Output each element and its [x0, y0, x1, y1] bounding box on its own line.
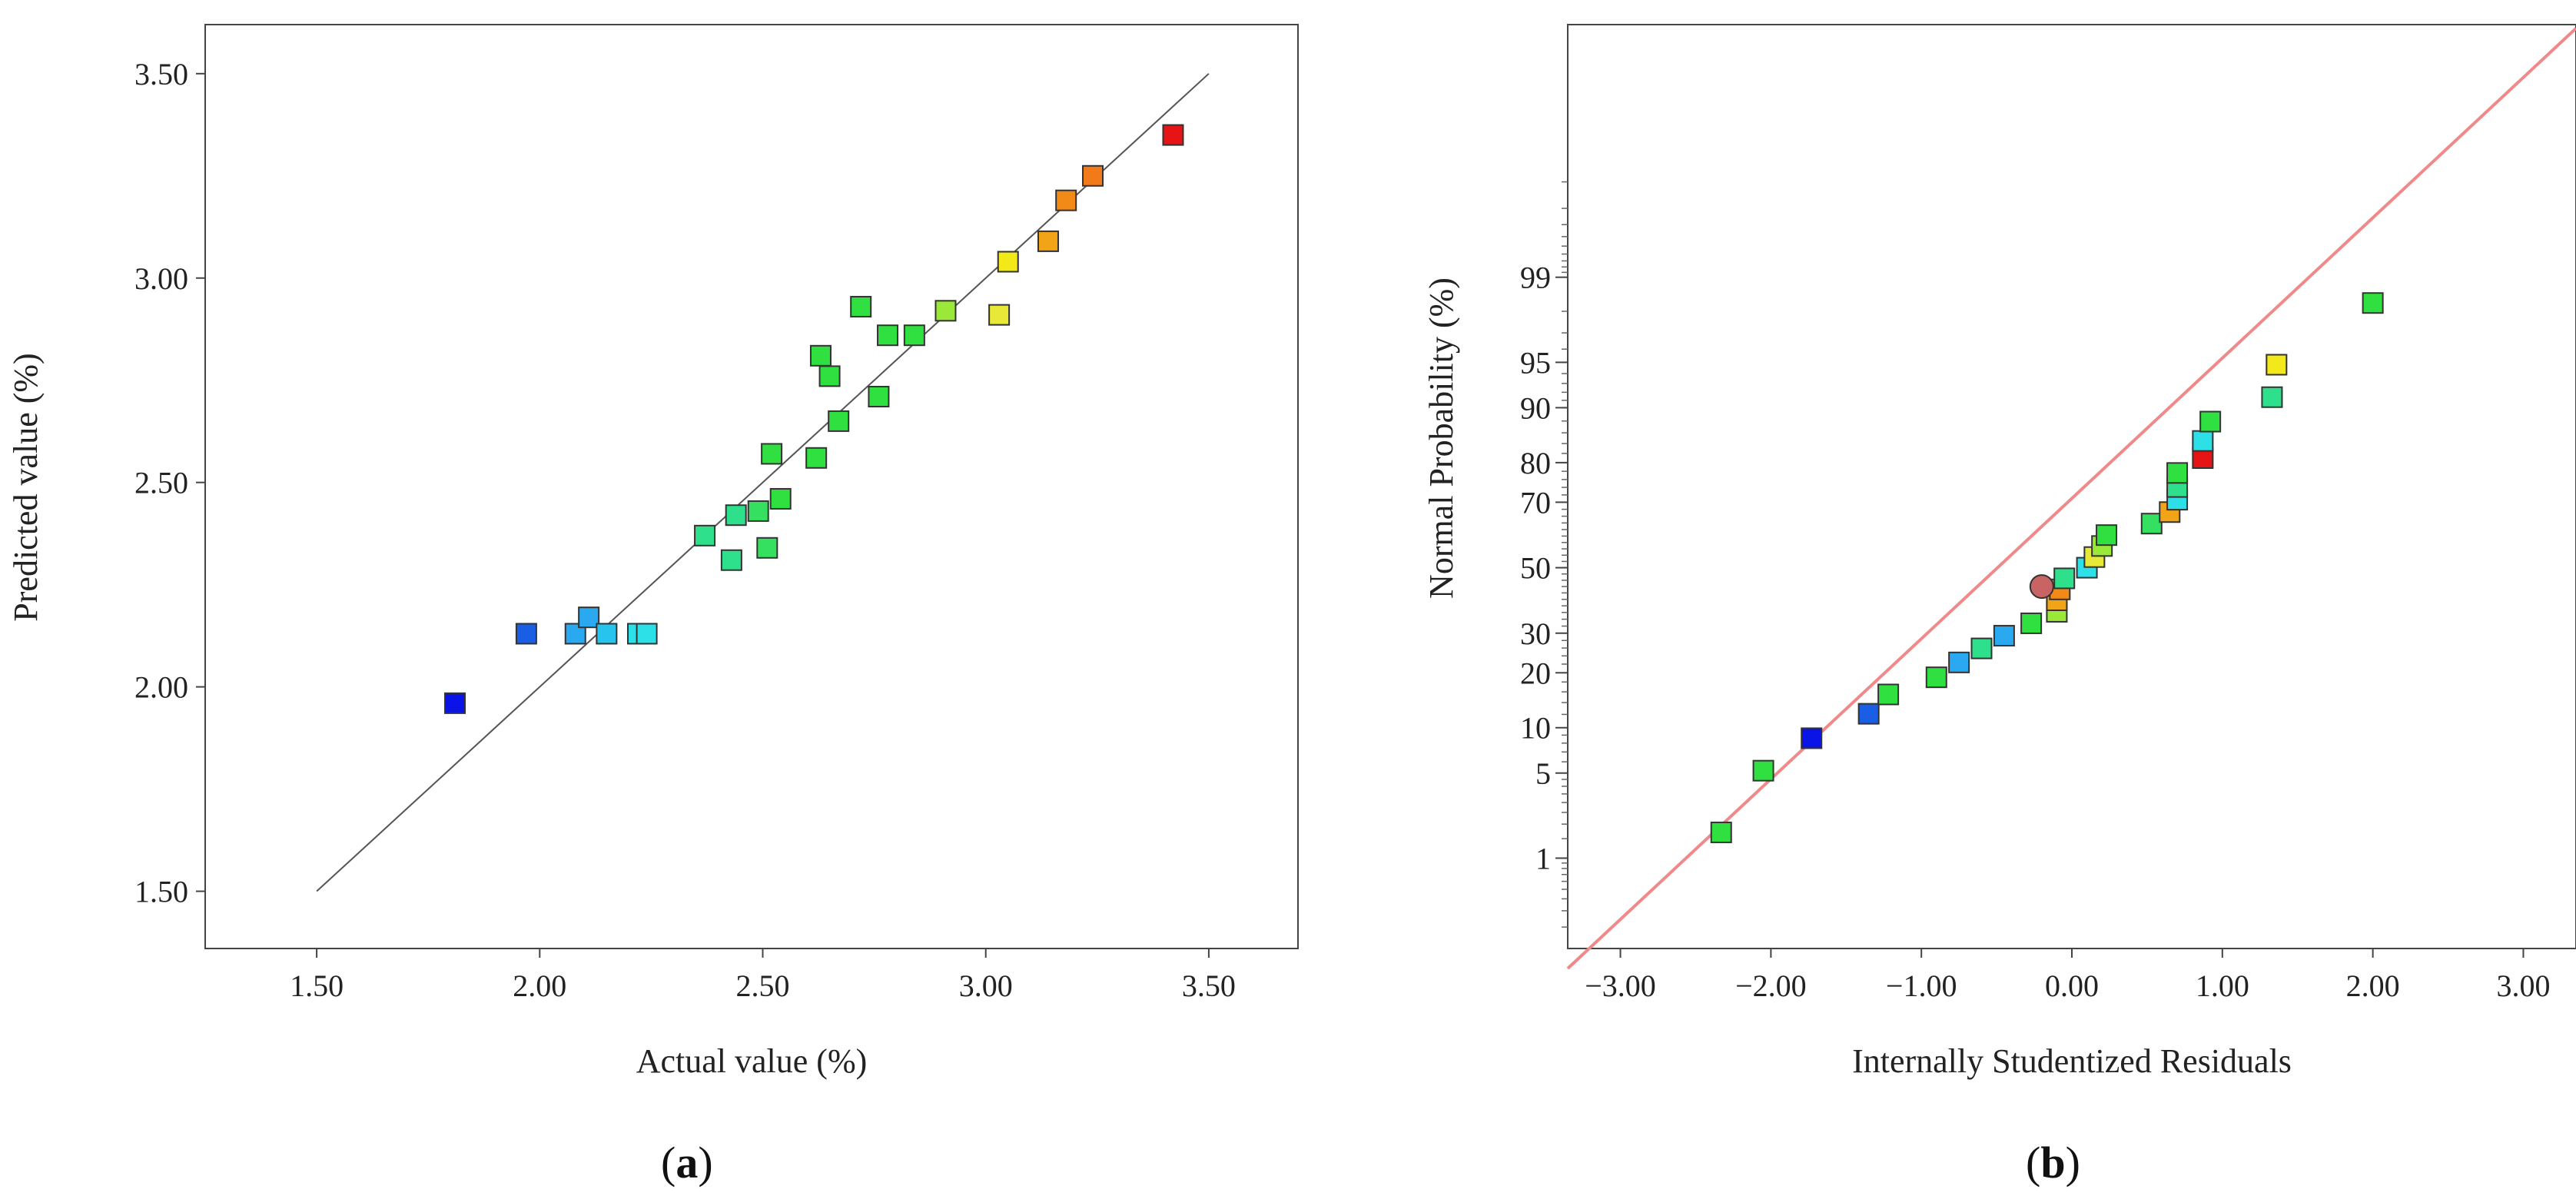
data-point-a [997, 251, 1019, 273]
data-point-a [1037, 230, 1059, 252]
y-tick-label-b: 20 [1520, 656, 1551, 690]
x-tick-label-a: 3.50 [1182, 968, 1236, 1003]
data-point-a [1055, 189, 1077, 211]
data-point-a [988, 304, 1011, 326]
y-ticks-b: 1 5 10 20 30 50 70 80 90 95 99 [1520, 261, 1568, 875]
data-point-a [596, 623, 618, 645]
data-point-b [2053, 567, 2076, 590]
y-tick-label-b: 95 [1520, 345, 1551, 380]
panel-a: 1.50 2.00 2.50 3.00 3.50 1.50 2.00 2.50 3.00 3.5… [7, 24, 1299, 1188]
y-axis-label-a: Predicted value (%) [7, 353, 45, 621]
data-point-a [903, 324, 925, 347]
x-tick-label-b: 1.00 [2196, 968, 2249, 1003]
y-tick-label-b: 5 [1535, 756, 1551, 791]
plot-area-a [204, 24, 1299, 949]
panel-letter-a: a [676, 1138, 698, 1188]
panel-label-a: (a) [661, 1138, 713, 1188]
reference-line-b [1566, 27, 2576, 970]
x-tick-label-a: 1.50 [290, 968, 344, 1003]
data-point-b [2362, 292, 2384, 314]
x-tick-label-a: 3.00 [959, 968, 1013, 1003]
data-point-a [515, 623, 537, 645]
data-point-a [818, 365, 841, 387]
x-ticks-a: 1.50 2.00 2.50 3.00 3.50 [290, 948, 1236, 1003]
y-ticks-a: 1.50 2.00 2.50 3.00 3.50 [134, 57, 205, 909]
data-point-b [1857, 703, 1880, 725]
y-tick-label-b: 50 [1520, 551, 1551, 586]
x-tick-label-b: −3.00 [1585, 968, 1656, 1003]
data-point-b [1925, 666, 1947, 689]
data-point-b [1993, 625, 2015, 647]
data-point-a [444, 692, 466, 714]
data-point-b-circle [2029, 574, 2054, 600]
data-point-b [1877, 683, 1900, 706]
data-point-a [805, 447, 828, 469]
data-point-b [1801, 727, 1823, 749]
data-point-b [2199, 410, 2222, 433]
data-point-b [2020, 612, 2043, 634]
x-tick-label-a: 2.50 [736, 968, 790, 1003]
data-point-a [725, 504, 747, 527]
y-tick-label-a: 3.50 [134, 57, 188, 91]
data-point-a [694, 524, 716, 547]
points-a [444, 124, 1184, 714]
data-point-b [2140, 513, 2163, 535]
x-tick-label-b: 2.00 [2346, 968, 2400, 1003]
data-point-a [934, 300, 957, 322]
data-point-a [1082, 164, 1104, 187]
data-point-a [747, 500, 769, 522]
data-point-b [2166, 462, 2189, 484]
data-point-b [2266, 354, 2288, 376]
y-tick-label-a: 2.00 [134, 670, 188, 705]
data-point-a [720, 549, 742, 571]
data-point-b [1710, 821, 1732, 843]
y-tick-label-b: 30 [1520, 616, 1551, 651]
y-tick-label-a: 1.50 [134, 875, 188, 909]
data-point-a [809, 344, 832, 367]
plot-area-b [1567, 24, 2576, 949]
y-tick-label-b: 1 [1535, 841, 1551, 875]
data-point-a [769, 487, 792, 510]
data-point-b [2096, 524, 2118, 547]
y-tick-label-a: 3.00 [134, 261, 188, 296]
x-tick-label-b: 3.00 [2496, 968, 2550, 1003]
x-tick-label-b: 0.00 [2045, 968, 2099, 1003]
y-tick-label-b: 10 [1520, 711, 1551, 746]
data-point-a [756, 537, 778, 559]
data-point-b [1948, 651, 1970, 673]
y-minor-ticks-b [1562, 181, 1568, 928]
panel-b: −3.00 −2.00 −1.00 0.00 1.00 2.00 3.00 1 5 10 20 30… [1422, 24, 2576, 1188]
data-point-b [2261, 386, 2283, 408]
y-tick-label-b: 99 [1520, 261, 1551, 295]
panel-letter-b: b [2040, 1138, 2065, 1188]
data-point-a [1162, 124, 1184, 146]
y-tick-label-b: 70 [1520, 485, 1551, 520]
panel-label-b: (b) [2026, 1138, 2080, 1188]
x-tick-label-b: −1.00 [1886, 968, 1957, 1003]
data-point-b [1970, 637, 1993, 659]
data-point-a [868, 385, 890, 407]
x-tick-label-a: 2.00 [513, 968, 566, 1003]
points-b [1710, 292, 2384, 843]
x-axis-label-b: Internally Studentized Residuals [1852, 1042, 2292, 1080]
x-tick-label-b: −2.00 [1735, 968, 1807, 1003]
y-tick-label-b: 80 [1520, 446, 1551, 480]
data-point-b [1752, 759, 1774, 782]
y-tick-label-a: 2.50 [134, 466, 188, 500]
data-point-a [761, 443, 783, 465]
data-point-a [828, 410, 850, 432]
x-axis-label-a: Actual value (%) [636, 1042, 868, 1080]
data-point-b [2192, 430, 2214, 452]
data-point-a [636, 623, 658, 645]
x-ticks-b: −3.00 −2.00 −1.00 0.00 1.00 2.00 3.00 [1585, 948, 2550, 1003]
data-point-a [850, 295, 872, 317]
data-point-a [578, 606, 600, 629]
data-point-a [877, 324, 899, 347]
y-axis-label-b: Normal Probability (%) [1422, 277, 1460, 599]
y-tick-label-b: 90 [1520, 390, 1551, 425]
